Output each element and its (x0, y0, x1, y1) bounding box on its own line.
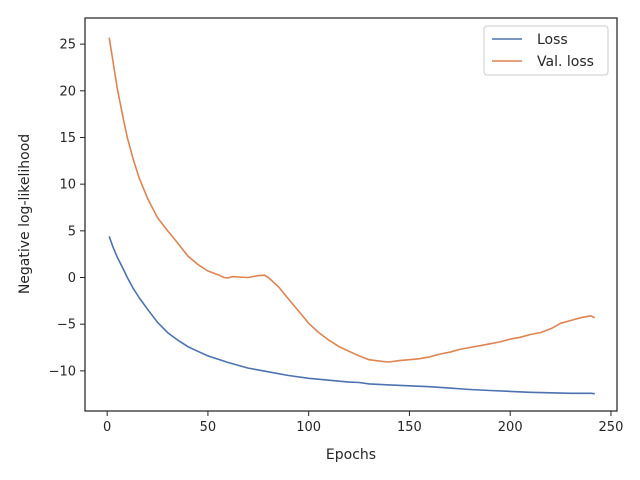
x-tick-label: 200 (498, 420, 523, 435)
y-axis-label: Negative log-likelihood (17, 134, 33, 294)
x-tick-label: 50 (200, 420, 217, 435)
y-tick-label: 25 (59, 38, 76, 53)
x-tick-label: 100 (296, 420, 321, 435)
legend-label-loss: Loss (537, 32, 568, 48)
y-tick-label: 15 (59, 131, 76, 146)
series-line-loss (108, 236, 595, 395)
x-tick-label: 0 (103, 420, 111, 435)
series-layer (108, 37, 596, 395)
y-tick-label: 20 (59, 84, 76, 99)
y-tick-label: −10 (49, 364, 76, 379)
x-tick-label: 150 (397, 420, 422, 435)
x-axis-ticks: 0 50 100 150 200 250 (103, 411, 623, 435)
plot-frame (84, 17, 618, 412)
series-line-val-loss (108, 37, 596, 363)
legend-label-val-loss: Val. loss (537, 54, 594, 70)
y-tick-label: 0 (68, 271, 76, 286)
y-tick-label: 5 (68, 224, 76, 239)
y-tick-label: 10 (59, 178, 76, 193)
y-tick-label: −5 (57, 318, 76, 333)
legend: Loss Val. loss (483, 25, 609, 76)
y-axis-ticks: −10 −5 0 5 10 15 20 25 (49, 38, 85, 379)
x-tick-label: 250 (599, 420, 624, 435)
x-axis-label: Epochs (326, 447, 376, 463)
